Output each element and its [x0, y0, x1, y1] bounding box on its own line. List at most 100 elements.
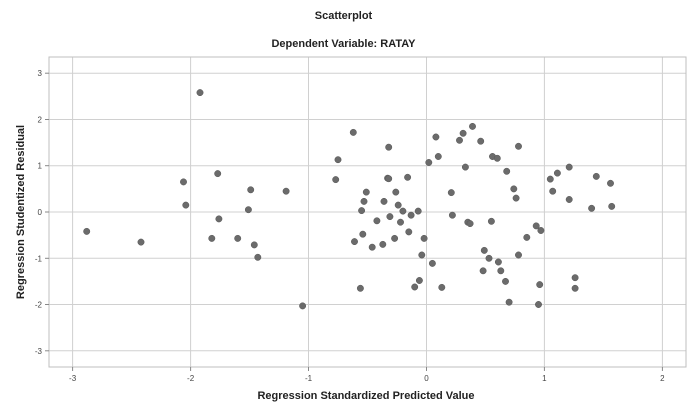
- data-point: [250, 241, 258, 249]
- data-point: [448, 211, 456, 219]
- data-point: [532, 222, 540, 230]
- x-tick-label: -1: [305, 374, 313, 383]
- data-point: [515, 251, 522, 259]
- data-point: [553, 169, 561, 177]
- y-tick-label: 0: [38, 208, 43, 217]
- tick-layer: -3 -2 -1 0 1 2 -3 -2 -1 0 1 2 3: [35, 69, 665, 383]
- data-point: [349, 128, 357, 136]
- x-axis-title: Regression Standardized Predicted Value: [257, 390, 474, 402]
- data-point: [487, 217, 495, 225]
- data-point: [299, 302, 307, 310]
- data-point: [411, 283, 419, 291]
- data-point: [407, 211, 415, 219]
- x-tick-label: -2: [187, 374, 195, 383]
- data-point: [536, 281, 544, 289]
- grid-layer: [49, 57, 686, 367]
- data-point: [592, 172, 600, 180]
- data-point: [510, 185, 518, 193]
- data-point: [477, 137, 485, 145]
- data-point: [360, 197, 368, 205]
- data-point: [418, 251, 426, 259]
- data-point: [515, 142, 522, 150]
- data-point: [182, 201, 190, 209]
- point-layer: [83, 89, 616, 310]
- data-point: [379, 240, 387, 248]
- x-tick-label: 0: [424, 374, 429, 383]
- data-point: [505, 298, 513, 306]
- data-point: [415, 277, 423, 284]
- data-point: [254, 253, 262, 261]
- y-tick-label: -1: [35, 254, 43, 263]
- y-tick-label: 2: [38, 116, 43, 125]
- data-point: [247, 186, 255, 194]
- data-point: [356, 284, 364, 292]
- data-point: [571, 284, 579, 292]
- data-point: [414, 207, 422, 215]
- x-tick-label: -3: [69, 374, 77, 383]
- data-point: [537, 227, 545, 234]
- data-point: [196, 89, 204, 97]
- data-point: [480, 246, 488, 254]
- data-point: [607, 179, 614, 187]
- data-point: [385, 175, 393, 183]
- data-point: [399, 207, 407, 215]
- data-point: [351, 238, 358, 246]
- data-point: [373, 217, 381, 225]
- data-point: [438, 283, 446, 291]
- data-point: [215, 215, 223, 223]
- data-point: [502, 277, 509, 285]
- data-point: [588, 204, 596, 212]
- data-point: [434, 153, 442, 160]
- data-point: [447, 189, 455, 197]
- data-point: [494, 258, 502, 266]
- data-point: [380, 197, 388, 205]
- data-point: [394, 201, 402, 209]
- data-point: [404, 173, 412, 181]
- data-point: [456, 136, 463, 144]
- data-point: [565, 196, 573, 203]
- data-point: [466, 220, 474, 228]
- data-point: [512, 194, 520, 202]
- y-tick-label: -2: [35, 301, 43, 310]
- data-point: [392, 188, 400, 196]
- data-point: [485, 254, 493, 262]
- data-point: [420, 234, 428, 242]
- data-point: [391, 234, 399, 242]
- data-point: [397, 218, 404, 226]
- data-point: [425, 159, 433, 166]
- data-point: [535, 301, 542, 308]
- data-point: [546, 175, 554, 183]
- data-point: [234, 234, 242, 242]
- y-axis-title: Regression Studentized Residual: [15, 125, 27, 299]
- chart-title: Scatterplot: [314, 10, 373, 22]
- y-tick-label: 1: [38, 162, 43, 171]
- data-point: [332, 176, 340, 184]
- data-point: [385, 143, 393, 151]
- data-point: [497, 267, 505, 275]
- data-point: [362, 188, 370, 196]
- data-point: [282, 187, 290, 195]
- data-point: [83, 227, 91, 235]
- data-point: [459, 129, 467, 137]
- data-point: [405, 228, 413, 236]
- data-point: [493, 154, 501, 162]
- data-point: [428, 259, 436, 267]
- data-point: [214, 170, 222, 178]
- data-point: [334, 156, 342, 164]
- data-point: [461, 163, 469, 171]
- data-point: [208, 234, 216, 242]
- data-point: [469, 122, 476, 130]
- data-point: [244, 206, 252, 214]
- data-point: [368, 243, 376, 251]
- data-point: [359, 230, 367, 238]
- data-point: [180, 178, 187, 186]
- data-point: [523, 233, 531, 241]
- data-point: [358, 207, 366, 215]
- chart-subtitle: Dependent Variable: RATAY: [271, 38, 416, 50]
- data-point: [137, 238, 145, 246]
- data-point: [503, 167, 511, 175]
- data-point: [479, 267, 487, 275]
- x-tick-label: 1: [542, 374, 547, 383]
- data-point: [608, 202, 616, 210]
